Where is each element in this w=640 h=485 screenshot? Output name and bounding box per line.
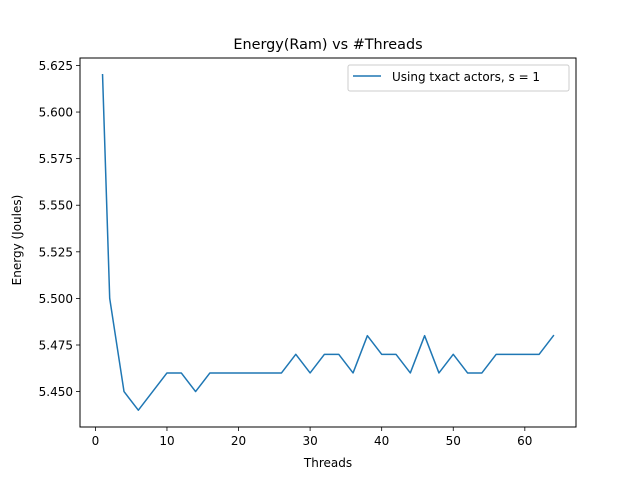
y-tick-label: 5.450: [39, 385, 73, 399]
y-tick-label: 5.475: [39, 339, 73, 353]
plot-frame: [79, 57, 577, 428]
y-tick-label: 5.550: [39, 199, 73, 213]
x-tick-label: 10: [159, 434, 174, 448]
y-tick-label: 5.600: [39, 106, 73, 120]
y-tick-label: 5.625: [39, 59, 73, 73]
x-tick-label: 40: [374, 434, 389, 448]
x-tick-label: 50: [446, 434, 461, 448]
x-tick-label: 60: [517, 434, 532, 448]
x-axis-label: Threads: [303, 456, 352, 470]
chart-title: Energy(Ram) vs #Threads: [233, 37, 422, 53]
legend-box: [347, 64, 570, 92]
legend-label: Using txact actors, s = 1: [392, 70, 540, 84]
y-tick-label: 5.575: [39, 152, 73, 166]
y-tick-label: 5.500: [39, 292, 73, 306]
y-axis-label: Energy (Joules): [10, 195, 24, 286]
x-tick-label: 0: [92, 434, 100, 448]
series-line: [101, 73, 555, 411]
legend: Using txact actors, s = 1: [347, 64, 570, 92]
y-tick-label: 5.525: [39, 245, 73, 259]
x-tick-label: 20: [231, 434, 246, 448]
x-tick-label: 30: [302, 434, 317, 448]
